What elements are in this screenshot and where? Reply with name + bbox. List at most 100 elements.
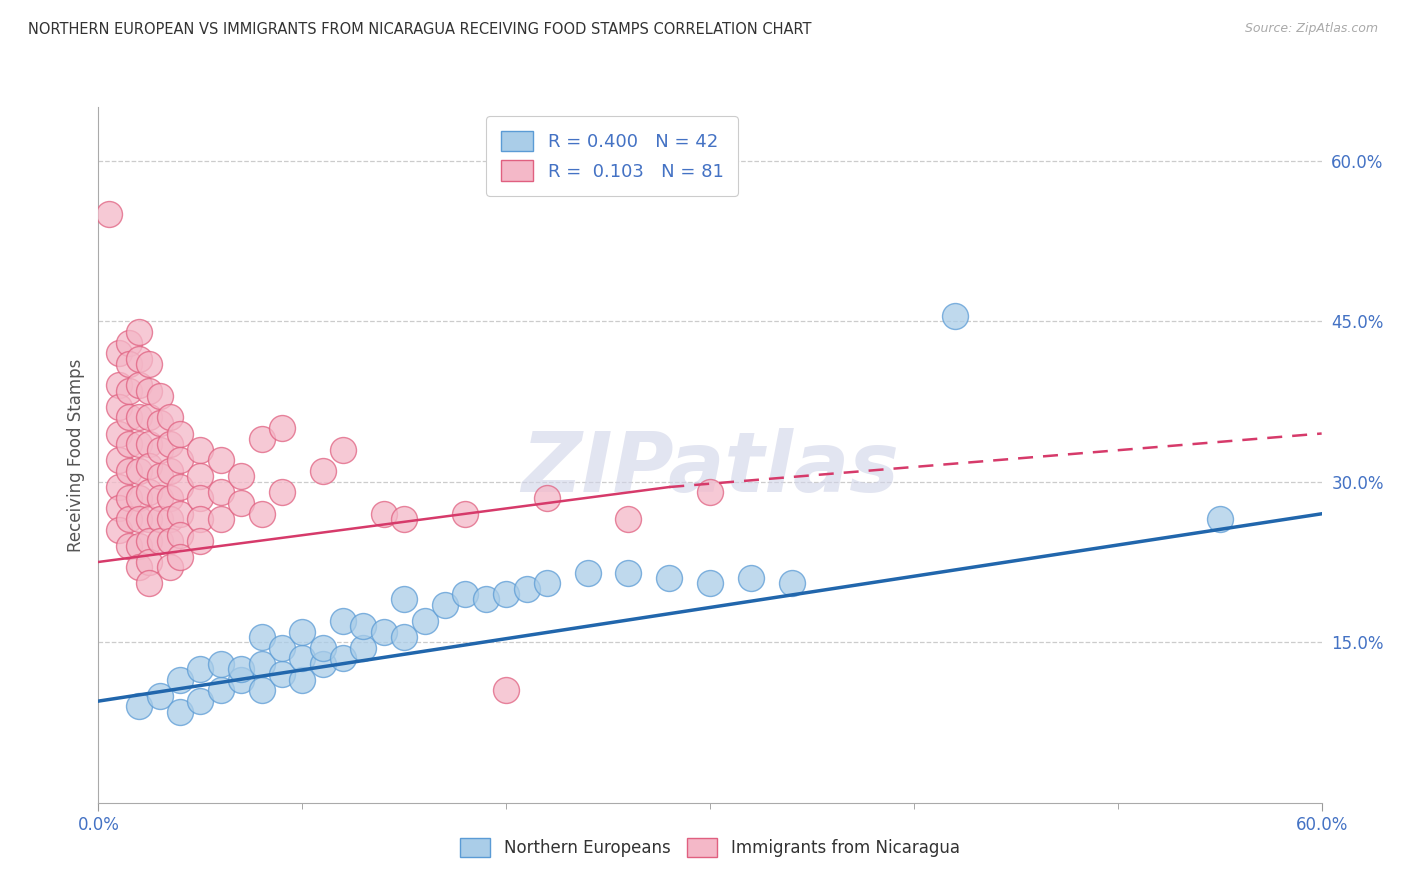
Point <box>149 533 172 548</box>
Point <box>392 592 416 607</box>
Point <box>118 410 141 425</box>
Point <box>188 442 212 457</box>
Point <box>118 384 141 398</box>
Point <box>159 560 181 574</box>
Point <box>108 501 131 516</box>
Point <box>169 705 191 719</box>
Point <box>392 512 416 526</box>
Point <box>250 432 273 446</box>
Point <box>536 576 558 591</box>
Y-axis label: Receiving Food Stamps: Receiving Food Stamps <box>66 359 84 551</box>
Point <box>169 453 191 467</box>
Point <box>128 437 150 451</box>
Point <box>159 464 181 478</box>
Point <box>434 598 457 612</box>
Point <box>209 485 232 500</box>
Point <box>159 512 181 526</box>
Point <box>188 662 212 676</box>
Point <box>128 410 150 425</box>
Point <box>159 437 181 451</box>
Point <box>169 528 191 542</box>
Point <box>159 491 181 505</box>
Point <box>159 533 181 548</box>
Point <box>118 357 141 371</box>
Point <box>291 624 314 639</box>
Point <box>454 507 477 521</box>
Point <box>495 587 517 601</box>
Point <box>118 437 141 451</box>
Point <box>138 357 160 371</box>
Point <box>138 512 160 526</box>
Point <box>373 624 395 639</box>
Point <box>250 657 273 671</box>
Point <box>270 667 294 681</box>
Point <box>209 683 232 698</box>
Point <box>312 640 335 655</box>
Point <box>149 512 172 526</box>
Point <box>97 207 120 221</box>
Point <box>169 426 191 441</box>
Point <box>231 469 253 483</box>
Point <box>699 485 721 500</box>
Point <box>332 651 354 665</box>
Point <box>169 507 191 521</box>
Point <box>658 571 681 585</box>
Point <box>699 576 721 591</box>
Point <box>250 630 273 644</box>
Point <box>312 657 335 671</box>
Point <box>270 485 294 500</box>
Point <box>454 587 477 601</box>
Point <box>209 453 232 467</box>
Point <box>270 421 294 435</box>
Point <box>118 539 141 553</box>
Point <box>209 657 232 671</box>
Point <box>169 549 191 564</box>
Point <box>332 442 354 457</box>
Point <box>188 491 212 505</box>
Point <box>617 566 640 580</box>
Point <box>149 389 172 403</box>
Point <box>118 335 141 350</box>
Point <box>352 619 374 633</box>
Point <box>118 512 141 526</box>
Point <box>291 673 314 687</box>
Text: NORTHERN EUROPEAN VS IMMIGRANTS FROM NICARAGUA RECEIVING FOOD STAMPS CORRELATION: NORTHERN EUROPEAN VS IMMIGRANTS FROM NIC… <box>28 22 811 37</box>
Point <box>169 480 191 494</box>
Point <box>128 491 150 505</box>
Point <box>413 614 436 628</box>
Point <box>250 683 273 698</box>
Point <box>128 699 150 714</box>
Point <box>138 437 160 451</box>
Point <box>138 458 160 473</box>
Point <box>149 689 172 703</box>
Point <box>209 512 232 526</box>
Point <box>291 651 314 665</box>
Point <box>231 673 253 687</box>
Point <box>780 576 803 591</box>
Point <box>617 512 640 526</box>
Point <box>138 533 160 548</box>
Point <box>118 491 141 505</box>
Point <box>108 346 131 360</box>
Text: ZIPatlas: ZIPatlas <box>522 428 898 509</box>
Point <box>576 566 599 580</box>
Text: Source: ZipAtlas.com: Source: ZipAtlas.com <box>1244 22 1378 36</box>
Point <box>250 507 273 521</box>
Point <box>138 485 160 500</box>
Point <box>740 571 762 585</box>
Point <box>128 464 150 478</box>
Point <box>138 384 160 398</box>
Point <box>1209 512 1232 526</box>
Point <box>149 491 172 505</box>
Point <box>270 640 294 655</box>
Point <box>943 309 966 323</box>
Point <box>128 560 150 574</box>
Legend: Northern Europeans, Immigrants from Nicaragua: Northern Europeans, Immigrants from Nica… <box>454 831 966 864</box>
Point <box>108 523 131 537</box>
Point <box>138 555 160 569</box>
Point <box>118 464 141 478</box>
Point <box>188 512 212 526</box>
Point <box>188 533 212 548</box>
Point <box>149 442 172 457</box>
Point <box>108 400 131 414</box>
